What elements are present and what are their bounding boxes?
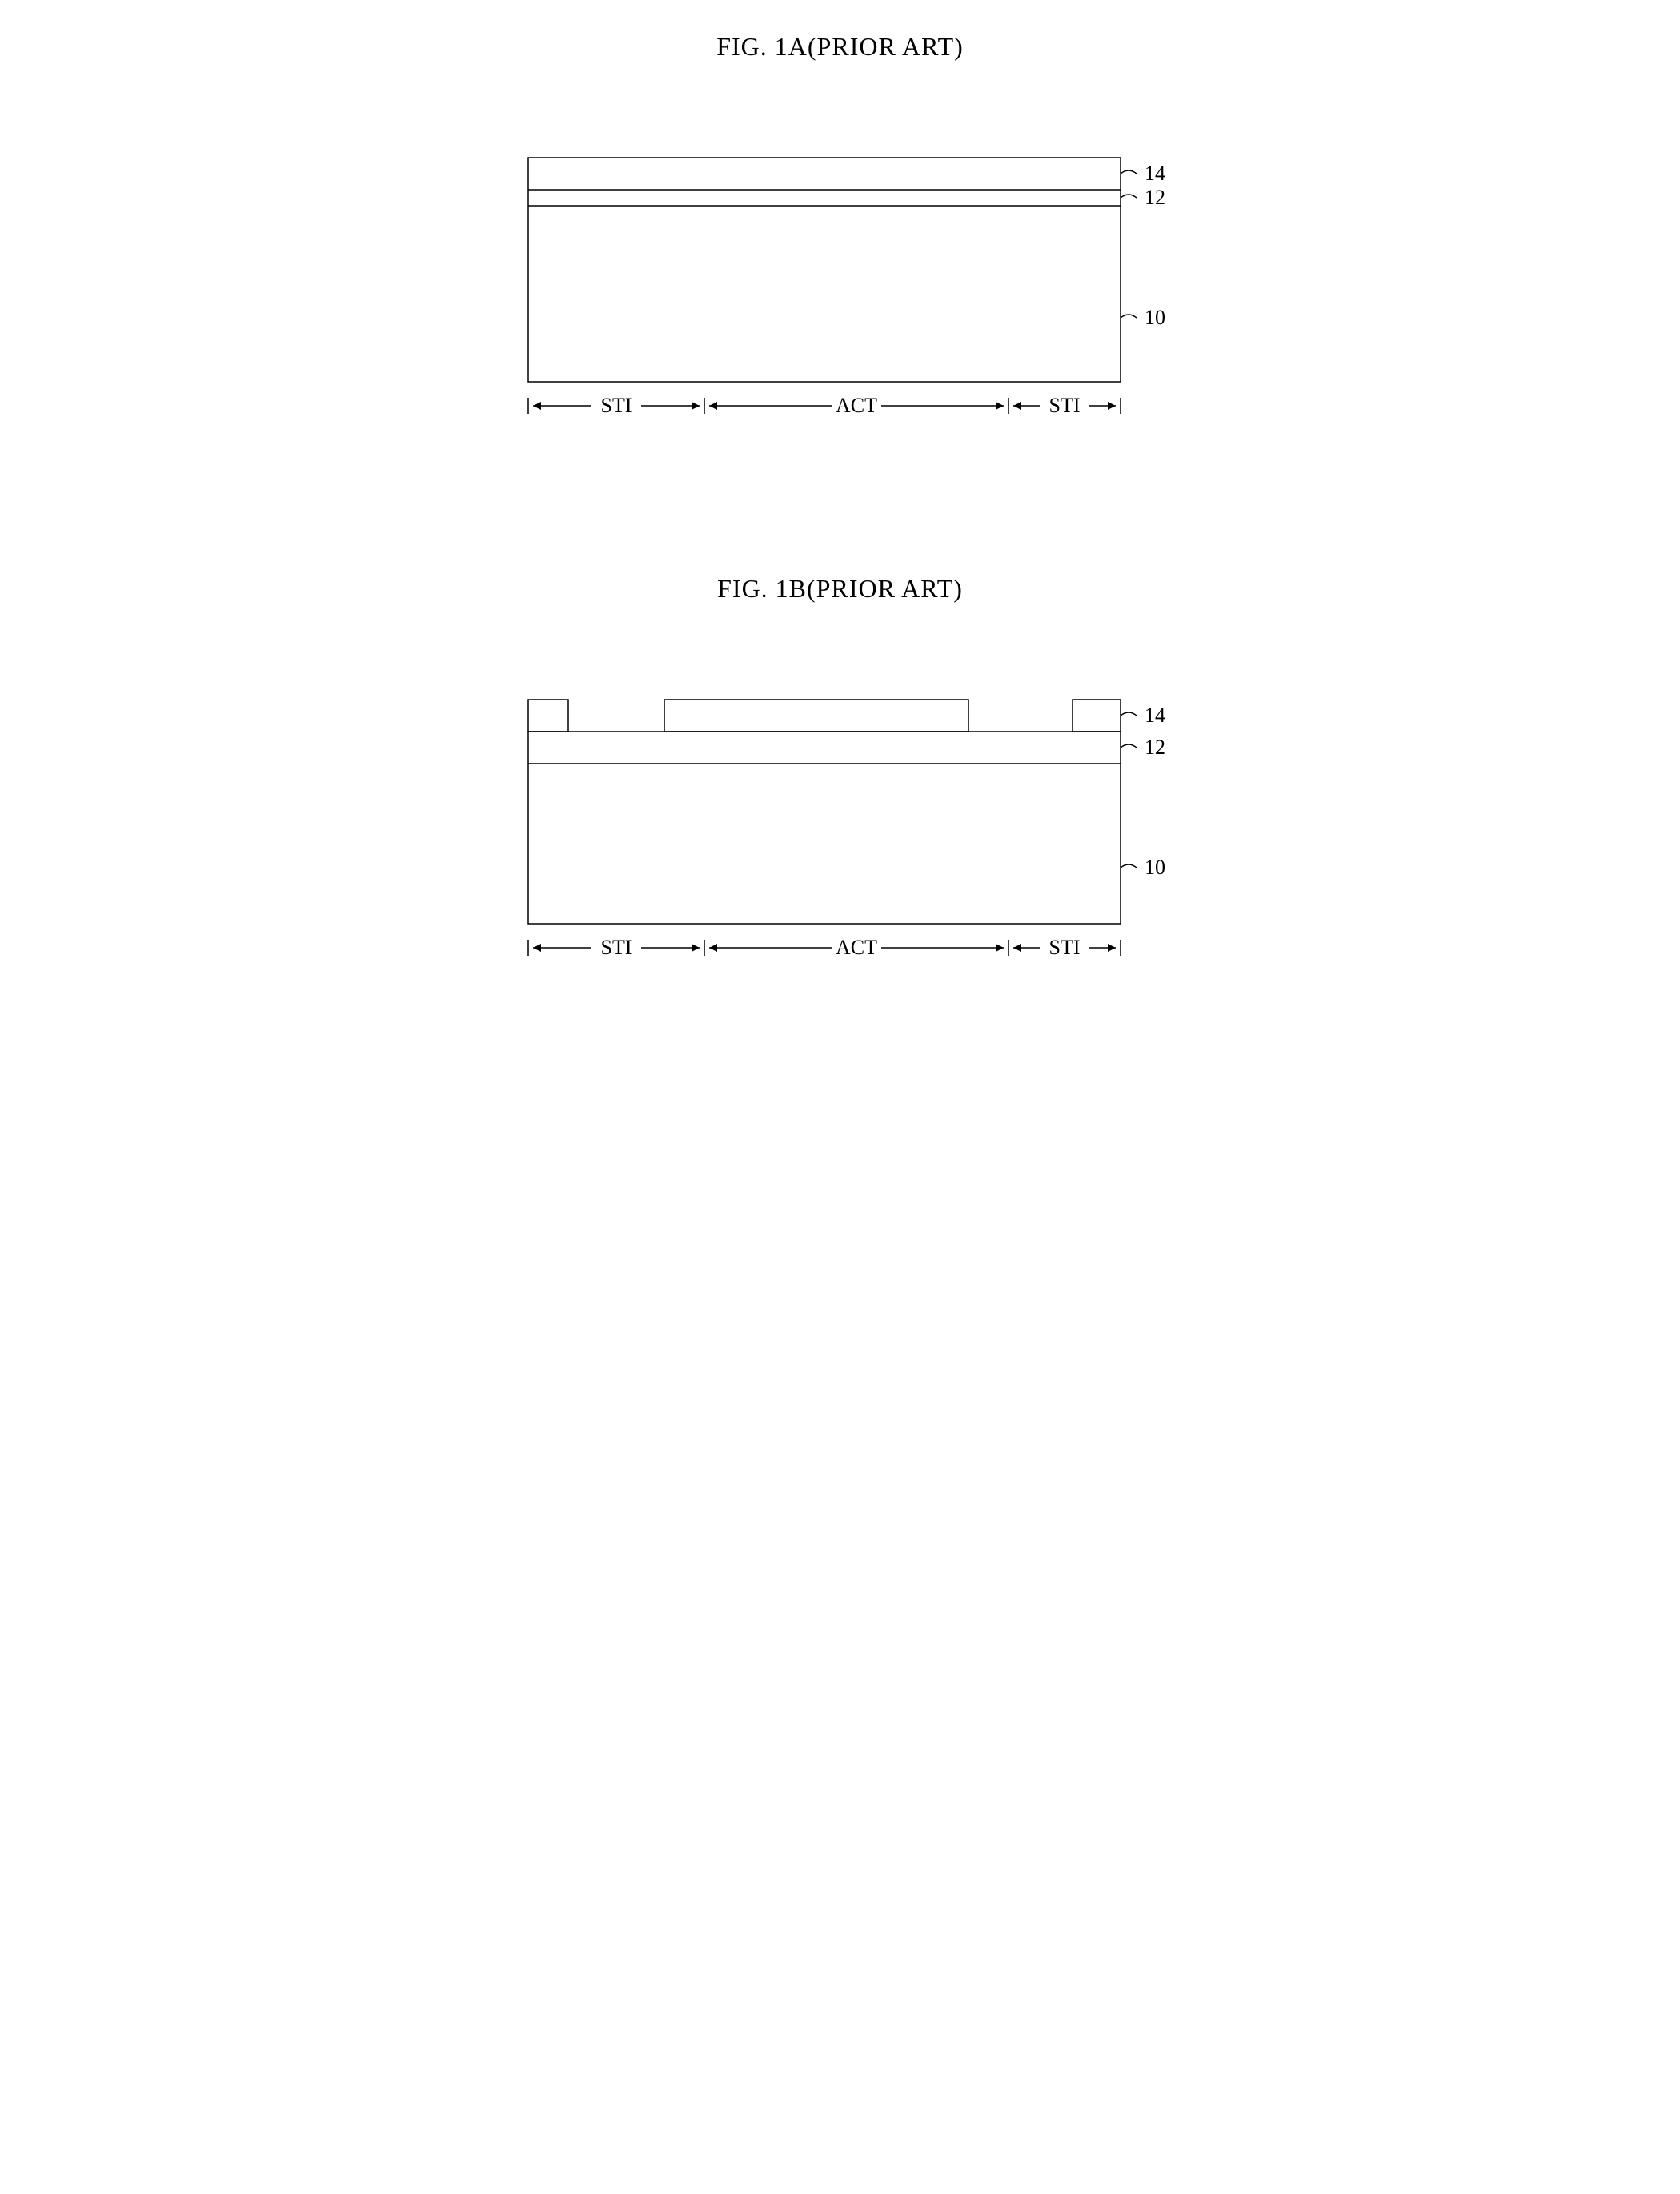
region-label: STI <box>1048 394 1080 417</box>
figure-1b-diagram: 14 12 10 STI ACT STI <box>480 684 1201 988</box>
figure-1b: FIG. 1B(PRIOR ART) 14 12 10 STI ACT STI <box>440 574 1241 988</box>
layer-label-10: 10 <box>1145 856 1165 879</box>
figure-1a-svg: 1412 10 STI ACT STI <box>480 142 1201 446</box>
region-label: STI <box>600 394 632 417</box>
figure-1b-title: FIG. 1B(PRIOR ART) <box>440 574 1241 604</box>
region-label: ACT <box>836 936 877 959</box>
layer-label-14: 14 <box>1145 704 1165 727</box>
layer-label-10: 10 <box>1145 306 1165 329</box>
layer-label-14: 14 <box>1145 162 1165 185</box>
layer-label-12: 12 <box>1145 186 1165 209</box>
region-label: STI <box>600 936 632 959</box>
region-label: ACT <box>836 394 877 417</box>
figure-1b-svg: 14 12 10 STI ACT STI <box>480 684 1201 988</box>
layer-label-12: 12 <box>1145 736 1165 759</box>
figure-1a-diagram: 1412 10 STI ACT STI <box>480 142 1201 446</box>
figure-1a-title: FIG. 1A(PRIOR ART) <box>440 32 1241 62</box>
region-label: STI <box>1048 936 1080 959</box>
page: FIG. 1A(PRIOR ART) 141210STIACTSTI FIG. … <box>440 32 1241 988</box>
figure-1a: FIG. 1A(PRIOR ART) 1412 10 STI ACT STI <box>440 32 1241 446</box>
